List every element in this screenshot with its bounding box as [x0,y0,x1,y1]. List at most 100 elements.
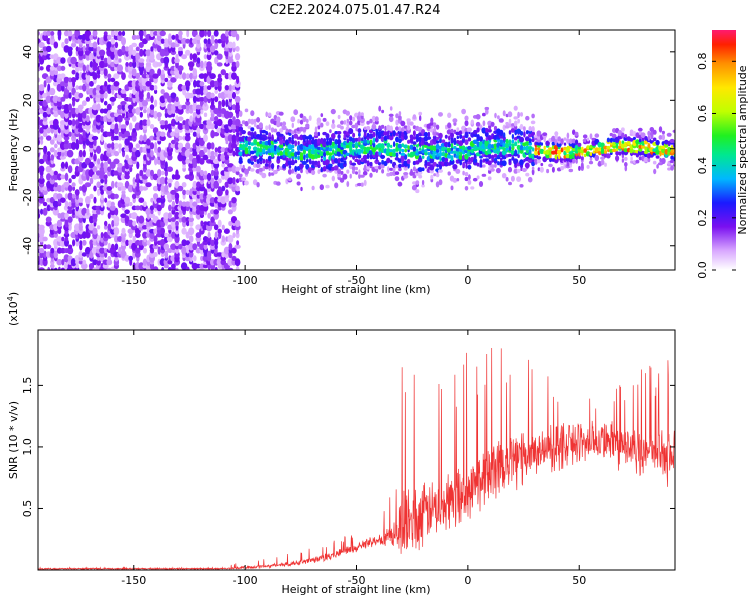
spectrogram-cell [633,149,636,154]
spectrogram-cell [103,57,108,64]
spectrogram-cell [189,108,194,114]
spectrogram-cell [452,177,458,183]
spectrogram-cell [516,176,522,183]
spectrogram-cell [82,231,87,239]
spectrogram-cell [227,163,234,168]
spectrogram-cell [615,155,620,162]
spectrogram-cell [514,149,518,156]
spectrogram-cell [38,177,45,185]
spectrogram-cell [210,142,215,150]
spectrogram-cell [38,165,45,173]
spectrogram-cell [436,140,440,144]
spectrogram-cell [100,178,104,184]
x-tick-label: -150 [121,274,146,287]
spectrogram-cell [319,184,324,191]
spectrogram-cell [390,159,393,164]
spectrogram-cell [403,172,409,176]
spectrogram-cell [68,92,72,99]
spectrogram-cell [120,185,127,192]
spectrogram-cell [217,73,222,79]
spectrogram-cell [493,125,498,131]
spectrogram-cell [39,127,45,134]
spectrogram-cell [389,149,394,153]
spectrogram-cell [449,159,455,165]
spectrogram-cell [111,180,115,189]
spectrogram-cell [142,231,148,239]
spectrogram-cell [167,123,173,130]
spectrogram-cell [577,154,582,160]
spectrogram-cell [317,124,321,130]
spectrogram-cell [203,188,208,197]
spectrogram-cell [261,134,267,138]
spectrogram-cell [56,193,63,200]
spectrogram-cell [386,157,391,164]
spectrogram-cell [313,160,319,165]
spectrogram-cell [476,127,480,133]
spectrogram-cell [357,154,362,159]
spectrogram-cell [406,124,411,131]
spectrogram-cell [438,112,443,117]
spectrogram-cell [355,148,358,154]
spectrogram-cell [174,211,180,220]
colorbar-tick-label: 0.0 [696,261,709,279]
spectrogram-cell [586,164,590,169]
spectrogram-cell [164,161,168,170]
spectrogram-cell [494,162,497,168]
spectrogram-cell [430,117,434,124]
spectrogram-cell [297,155,300,161]
spectrogram-cell [528,152,533,159]
spectrogram-cell [60,197,66,203]
spectrogram-cell [39,49,44,57]
spectrogram-cell [89,146,94,153]
spectrogram-cell [572,129,576,135]
spectrogram-cell [99,60,106,69]
spectrogram-cell [171,56,176,65]
spectrogram-cell [600,142,605,148]
spectrogram-cell [258,167,264,172]
spectrogram-cell [398,111,402,116]
spectrogram-cell [349,145,353,150]
spectrogram-cell [264,163,269,167]
spectrogram-cell [114,123,119,130]
spectrogram-cell [638,156,642,161]
spectrogram-cell [360,112,364,116]
spectrogram-cell [110,193,116,200]
spectrogram-cell [369,161,373,167]
spectrogram-cell [79,240,83,246]
spectrogram-cell [624,165,628,172]
spectrogram-cell [435,143,440,150]
spectrogram-cell [325,133,330,139]
spectrogram-cell [517,154,520,159]
spectrogram-cell [196,189,201,196]
spectrogram-cell [189,115,193,122]
spectrogram-cell [74,30,81,38]
spectrogram-cell [177,153,184,162]
spectrogram-cell [507,153,513,157]
spectrogram-cell [96,69,101,75]
spectrogram-cell [438,132,443,139]
spectrogram-cell [528,126,532,132]
spectrogram-cell [59,155,66,160]
spectrogram-cell [93,185,97,192]
spectrogram-cell [325,184,330,189]
spectrogram-cell [575,150,579,154]
spectrogram-cell [343,130,347,135]
spectrogram-cell [314,152,318,159]
spectrogram-cell [346,181,350,187]
spectrogram-cell [214,244,218,249]
spectrogram-cell [524,136,530,142]
spectrogram-cell [441,146,446,152]
spectrogram-cell [181,216,187,223]
spectrogram-cell [206,119,212,126]
spectrogram-cell [432,138,438,142]
spectrogram-cell [46,107,52,115]
spectrogram-cell [92,259,98,266]
spectrogram-cell [250,127,255,132]
spectrogram-cell [273,150,278,155]
spectrogram-cell [392,130,396,137]
spectrogram-cell [328,152,333,156]
spectrogram-cell [82,45,86,53]
spectrogram-cell [185,142,191,150]
spectrogram-cell [322,141,328,148]
